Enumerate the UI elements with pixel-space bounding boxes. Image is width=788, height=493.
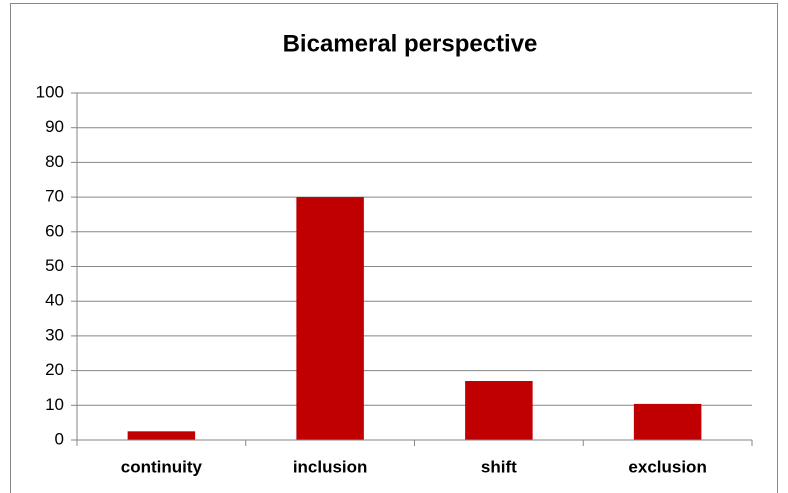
x-tick-label: inclusion [293,457,368,476]
x-tick-label: exclusion [628,457,706,476]
y-tick-label: 30 [45,325,64,344]
bar [296,197,364,440]
bar [465,381,533,440]
y-tick-label: 80 [45,152,64,171]
y-tick-label: 90 [45,117,64,136]
y-tick-label: 70 [45,187,64,206]
y-tick-label: 20 [45,360,64,379]
y-tick-label: 0 [55,429,64,448]
y-tick-label: 60 [45,221,64,240]
y-tick-label: 100 [36,82,64,101]
y-tick-label: 40 [45,291,64,310]
bar [633,403,702,440]
y-tick-label: 10 [45,395,64,414]
chart-title: Bicameral perspective [283,30,538,57]
x-tick-label: continuity [121,457,203,476]
bar [127,431,196,440]
y-tick-label: 50 [45,256,64,275]
x-tick-label: shift [481,457,517,476]
